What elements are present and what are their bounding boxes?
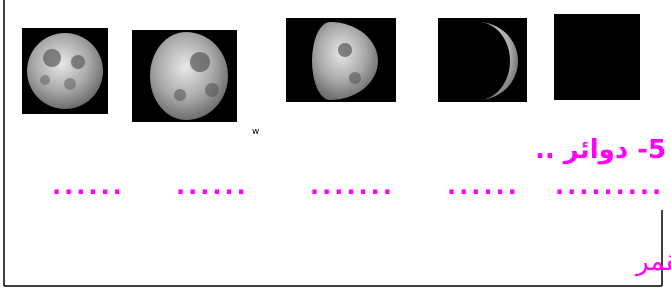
- blank: ......: [176, 172, 249, 200]
- stray-mark: w: [252, 127, 259, 137]
- worksheet-canvas: w 5- دوائر .. ..........................…: [0, 0, 671, 289]
- moon-full: [22, 28, 108, 114]
- instruction: رتب منازل القمر: [634, 247, 671, 277]
- worksheet: w 5- دوائر .. ..........................…: [0, 0, 671, 289]
- blank: ......: [52, 172, 125, 200]
- blank: .........: [555, 172, 664, 200]
- moon-new: [554, 14, 640, 100]
- moon-crescent: [438, 18, 527, 102]
- blank-row: ..................................: [52, 172, 664, 200]
- blank: ......: [447, 172, 520, 200]
- heading: 5- دوائر ..: [535, 135, 666, 165]
- moon-quarter: [286, 18, 396, 102]
- moon-gibbous: [132, 30, 237, 122]
- blank: .......: [310, 172, 395, 200]
